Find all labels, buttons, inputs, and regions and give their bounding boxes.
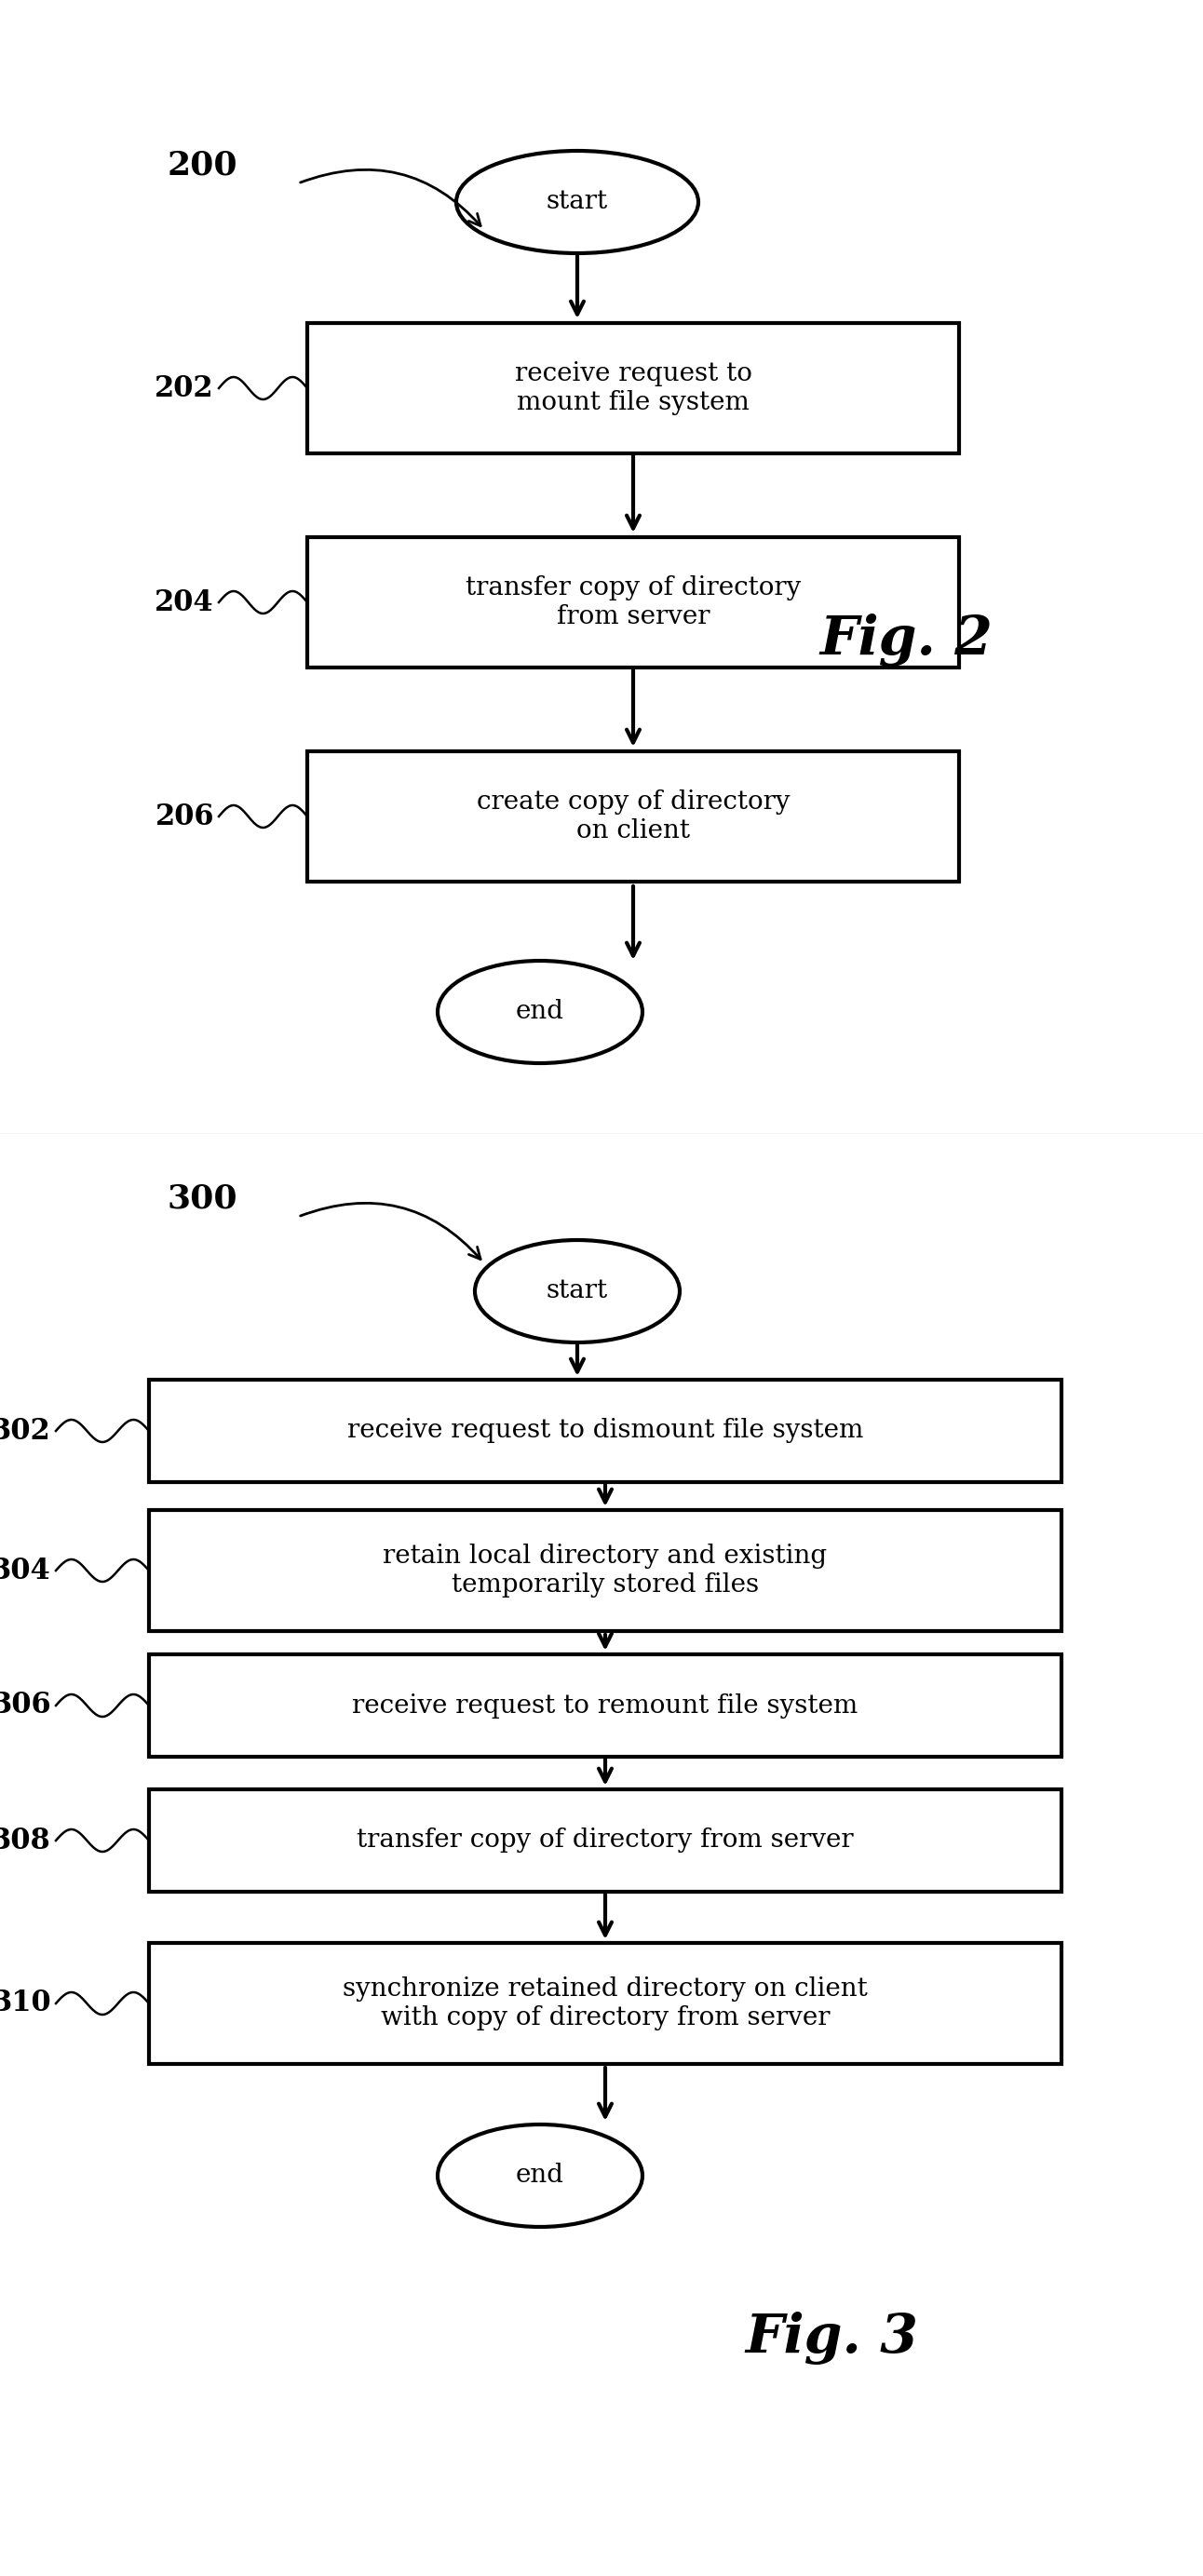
Bar bbox=[307, 538, 959, 667]
Text: end: end bbox=[516, 2164, 564, 2187]
Bar bbox=[149, 1942, 1061, 2063]
Text: start: start bbox=[546, 191, 608, 214]
Text: 200: 200 bbox=[167, 149, 238, 180]
Text: 308: 308 bbox=[0, 1826, 52, 1855]
Ellipse shape bbox=[438, 961, 642, 1064]
Bar bbox=[307, 322, 959, 453]
Ellipse shape bbox=[438, 2125, 642, 2226]
Text: 204: 204 bbox=[155, 587, 214, 616]
Text: end: end bbox=[516, 999, 564, 1025]
Text: 306: 306 bbox=[0, 1690, 52, 1721]
Text: 302: 302 bbox=[0, 1417, 52, 1445]
Bar bbox=[149, 1790, 1061, 1891]
Text: transfer copy of directory from server: transfer copy of directory from server bbox=[357, 1829, 854, 1852]
Text: start: start bbox=[546, 1278, 608, 1303]
Text: 206: 206 bbox=[155, 801, 214, 832]
Text: create copy of directory
on client: create copy of directory on client bbox=[476, 788, 790, 842]
Text: receive request to remount file system: receive request to remount file system bbox=[352, 1692, 858, 1718]
Bar bbox=[149, 1510, 1061, 1631]
Text: Fig. 2: Fig. 2 bbox=[819, 613, 992, 667]
Text: 300: 300 bbox=[167, 1182, 238, 1213]
Text: transfer copy of directory
from server: transfer copy of directory from server bbox=[466, 574, 801, 629]
Text: 310: 310 bbox=[0, 1989, 52, 2017]
Text: retain local directory and existing
temporarily stored files: retain local directory and existing temp… bbox=[383, 1543, 828, 1597]
Ellipse shape bbox=[456, 152, 698, 252]
Ellipse shape bbox=[475, 1239, 680, 1342]
Text: synchronize retained directory on client
with copy of directory from server: synchronize retained directory on client… bbox=[343, 1976, 867, 2030]
Text: 202: 202 bbox=[155, 374, 214, 402]
Text: 304: 304 bbox=[0, 1556, 52, 1584]
Bar bbox=[149, 1654, 1061, 1757]
Bar bbox=[307, 752, 959, 881]
Bar bbox=[149, 1381, 1061, 1481]
Text: receive request to dismount file system: receive request to dismount file system bbox=[348, 1419, 864, 1443]
Text: Fig. 3: Fig. 3 bbox=[745, 2313, 918, 2365]
Text: receive request to
mount file system: receive request to mount file system bbox=[515, 361, 752, 415]
